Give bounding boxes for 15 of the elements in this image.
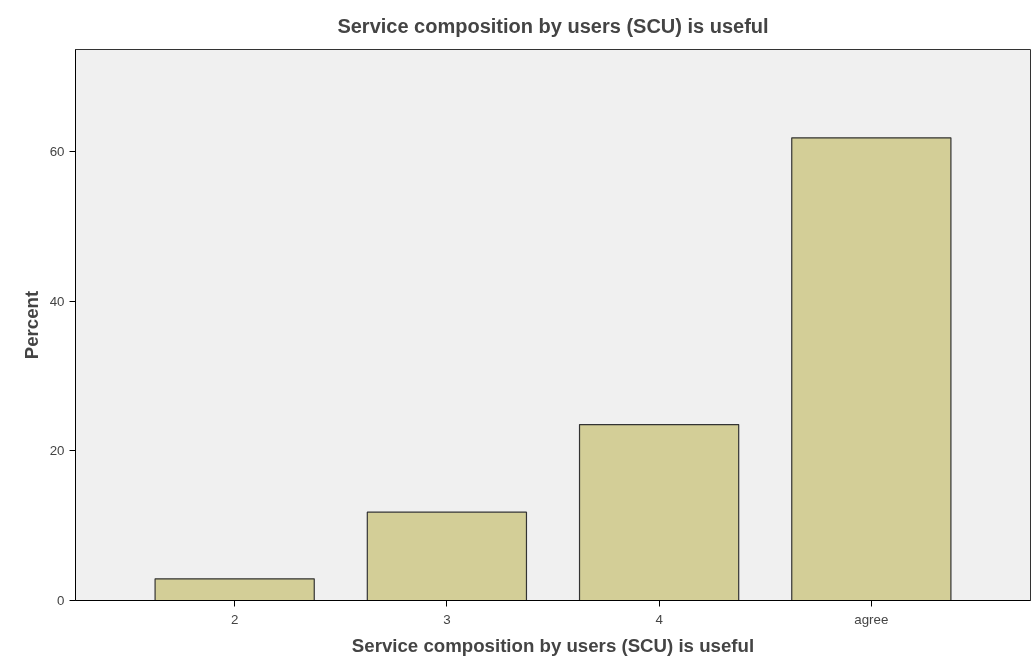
x-axis-title: Service composition by users (SCU) is useful: [351, 634, 755, 656]
x-tick-label: 3: [443, 611, 451, 627]
y-tick-label: 40: [49, 293, 65, 309]
y-tick-label: 60: [49, 143, 65, 159]
y-tick-label: 0: [57, 593, 65, 608]
bar: [366, 511, 528, 601]
bar: [154, 578, 315, 601]
x-tick-label: 4: [655, 611, 664, 627]
chart-title: Service composition by users (SCU) is useful: [337, 15, 769, 37]
bar: [578, 423, 740, 601]
x-tick-label: agree: [854, 611, 889, 627]
bar: [791, 137, 952, 601]
x-tick-label: 2: [230, 611, 239, 627]
y-tick-label: 20: [49, 443, 65, 459]
y-axis-title: Percent: [20, 290, 42, 360]
